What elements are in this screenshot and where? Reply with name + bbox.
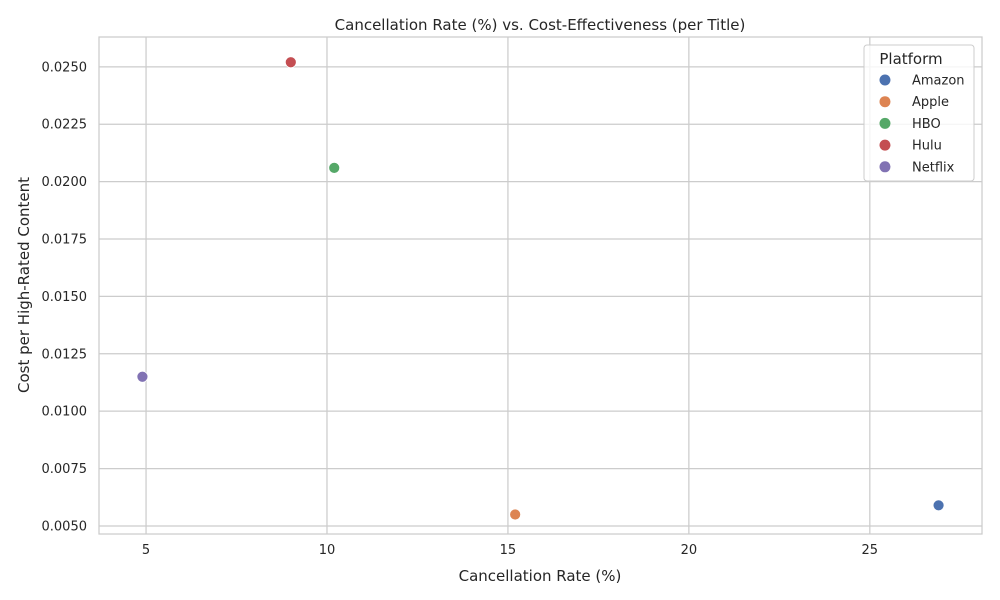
data-point-apple <box>509 508 522 521</box>
y-tick-label: 0.0075 <box>42 462 88 477</box>
legend-entries: Amazon Apple HBO Hulu Netflix <box>879 74 965 175</box>
legend-marker-hulu <box>879 139 891 151</box>
data-point-hulu <box>284 56 297 69</box>
x-tick-label: 15 <box>500 543 517 558</box>
y-tick-label: 0.0125 <box>42 347 88 362</box>
legend-marker-netflix <box>879 161 891 173</box>
y-tick-label: 0.0250 <box>42 60 88 75</box>
legend-box <box>863 44 975 182</box>
legend-label-hbo: HBO <box>912 117 941 132</box>
chart-title: Cancellation Rate (%) vs. Cost-Effective… <box>335 16 746 34</box>
y-tick-label: 0.0175 <box>42 233 88 248</box>
legend-label-hulu: Hulu <box>912 139 942 154</box>
y-tick-label: 0.0200 <box>42 175 88 190</box>
legend-title: Platform <box>879 50 942 68</box>
data-point-hbo <box>328 161 341 174</box>
grid <box>99 37 982 534</box>
y-tick-label: 0.0225 <box>42 118 88 133</box>
legend-marker-amazon <box>879 74 891 86</box>
x-axis-label: Cancellation Rate (%) <box>459 567 622 585</box>
legend-label-netflix: Netflix <box>912 160 955 175</box>
x-tick-label: 5 <box>142 543 150 558</box>
plot-area-frame <box>98 36 983 535</box>
data-points <box>136 56 945 521</box>
legend: Platform Amazon Apple HBO Hulu Netflix <box>863 44 975 182</box>
y-tick-label: 0.0150 <box>42 290 88 305</box>
x-axis-ticks: 5 10 15 20 25 <box>142 543 878 558</box>
data-point-netflix <box>136 370 149 383</box>
legend-label-apple: Apple <box>912 95 949 110</box>
y-axis-label: Cost per High-Rated Content <box>15 177 33 393</box>
x-tick-label: 20 <box>681 543 698 558</box>
legend-marker-hbo <box>879 117 891 129</box>
legend-label-amazon: Amazon <box>912 74 965 89</box>
legend-marker-apple <box>879 96 891 108</box>
data-point-amazon <box>932 499 945 512</box>
x-tick-label: 25 <box>862 543 879 558</box>
x-tick-label: 10 <box>319 543 336 558</box>
y-tick-label: 0.0100 <box>42 405 88 420</box>
y-tick-label: 0.0050 <box>42 519 88 534</box>
y-axis-ticks: 0.0050 0.0075 0.0100 0.0125 0.0150 0.0175 0.02… <box>42 60 88 534</box>
